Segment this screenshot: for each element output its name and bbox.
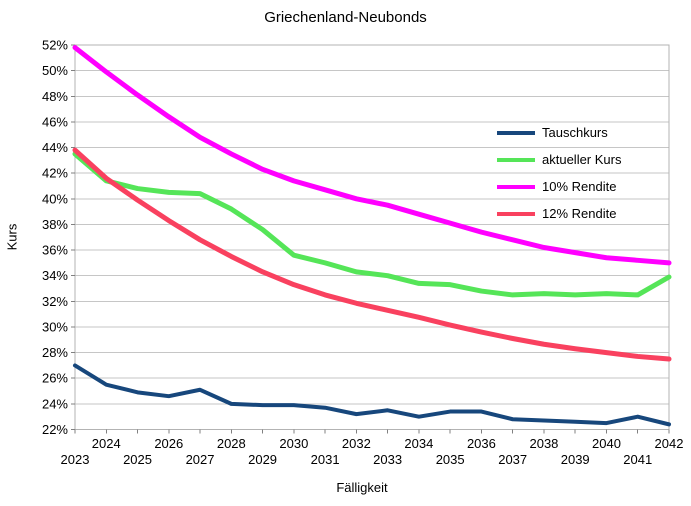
y-tick-label: 30% [42, 319, 68, 334]
y-tick-label: 46% [42, 114, 68, 129]
x-tick-label: 2025 [123, 452, 152, 467]
chart-title: Griechenland-Neubonds [264, 9, 427, 26]
x-tick-label: 2026 [154, 436, 183, 451]
y-tick-label: 28% [42, 345, 68, 360]
series-line-aktueller-kurs [72, 151, 672, 298]
legend-label: Tauschkurs [542, 125, 608, 140]
x-tick-label: 2023 [61, 452, 90, 467]
y-tick-label: 42% [42, 166, 68, 181]
x-tick-label: 2024 [92, 436, 121, 451]
y-tick-label: 26% [42, 371, 68, 386]
legend-item-aktueller-kurs: aktueller Kurs [497, 146, 621, 173]
x-tick-label: 2028 [217, 436, 246, 451]
x-tick-label: 2031 [311, 452, 340, 467]
legend-item-tauschkurs: Tauschkurs [497, 119, 621, 146]
y-tick-label: 40% [42, 191, 68, 206]
y-tick-label: 34% [42, 268, 68, 283]
x-tick-label: 2036 [467, 436, 496, 451]
legend-item-12-rendite: 12% Rendite [497, 200, 621, 227]
y-tick-label: 48% [42, 89, 68, 104]
x-tick-label: 2035 [436, 452, 465, 467]
y-tick-label: 52% [42, 38, 68, 53]
x-tick-label: 2039 [561, 452, 590, 467]
y-axis-title: Kurs [4, 223, 20, 251]
legend-swatch-10-rendite [497, 184, 535, 189]
legend-item-10-rendite: 10% Rendite [497, 173, 621, 200]
x-tick-label: 2030 [279, 436, 308, 451]
y-tick-label: 50% [42, 63, 68, 78]
y-tick-label: 36% [42, 243, 68, 258]
x-tick-label: 2029 [248, 452, 277, 467]
x-tick-label: 2042 [655, 436, 684, 451]
legend-swatch-tauschkurs [497, 130, 535, 135]
y-tick-label: 24% [42, 396, 68, 411]
x-tick-label: 2041 [623, 452, 652, 467]
x-tick-label: 2033 [373, 452, 402, 467]
y-tick-label: 38% [42, 217, 68, 232]
legend: Tauschkurs aktueller Kurs 10% Rendite 12… [497, 119, 621, 227]
legend-label: 10% Rendite [542, 179, 617, 194]
y-tick-label: 22% [42, 422, 68, 437]
x-tick-label: 2040 [592, 436, 621, 451]
series-line-10-rendite [72, 45, 672, 266]
x-tick-label: 2037 [498, 452, 527, 467]
legend-label: aktueller Kurs [542, 152, 622, 167]
series-line-tauschkurs [73, 363, 671, 427]
legend-swatch-12-rendite [497, 211, 535, 216]
x-tick-label: 2027 [186, 452, 215, 467]
y-tick-label: 32% [42, 294, 68, 309]
x-axis-title: Fälligkeit [336, 480, 388, 495]
legend-swatch-aktueller-kurs [497, 157, 535, 162]
series-line-12-rendite [72, 147, 672, 362]
x-tick-label: 2034 [404, 436, 433, 451]
x-tick-label: 2038 [529, 436, 558, 451]
y-tick-label: 44% [42, 140, 68, 155]
legend-label: 12% Rendite [542, 206, 617, 221]
x-tick-label: 2032 [342, 436, 371, 451]
